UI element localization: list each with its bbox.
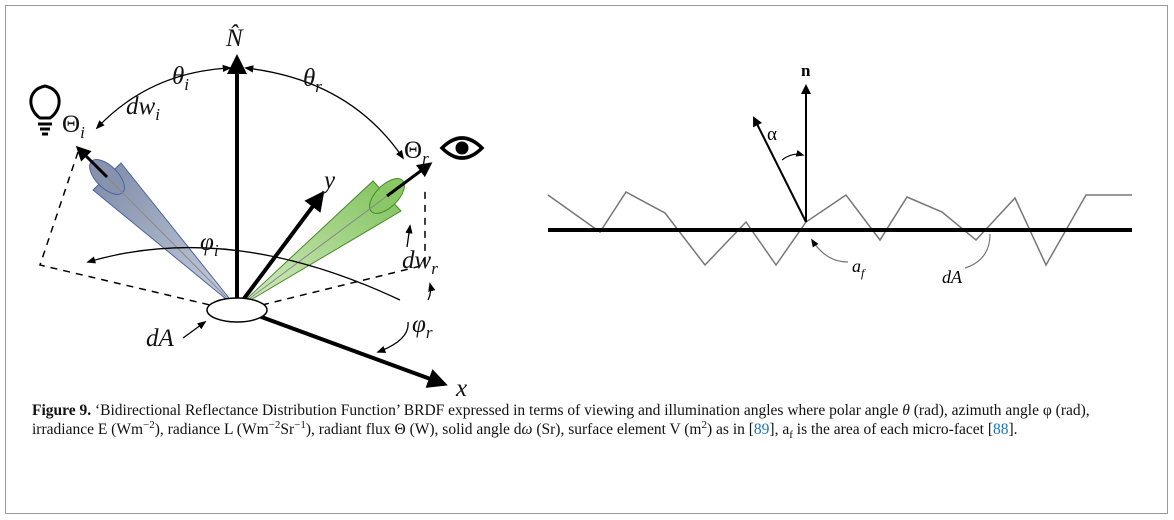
symbol: φ bbox=[200, 229, 214, 256]
theta-r-arc bbox=[244, 65, 405, 160]
caption-text: Sr bbox=[280, 421, 295, 438]
caption-text: ), radiance L (Wm bbox=[154, 421, 269, 438]
caption-text: (rad), azimuth angle φ (rad), irradiance… bbox=[32, 402, 1090, 438]
reflected-arrow bbox=[386, 162, 433, 198]
eye-icon bbox=[439, 136, 485, 160]
phi-r-label: φr bbox=[412, 311, 433, 342]
figure-frame bbox=[5, 5, 1168, 514]
phi-i-arc bbox=[86, 246, 401, 301]
cone-axis bbox=[106, 176, 238, 309]
caption-text: −2 bbox=[143, 418, 155, 431]
caption-text: Figure 9. bbox=[32, 402, 92, 419]
symbol: dw bbox=[402, 247, 432, 274]
caption-text: ‘Bidirectional Reflectance Distribution … bbox=[91, 402, 903, 419]
cone-axis bbox=[236, 195, 388, 309]
theta-r-label: θr bbox=[303, 65, 322, 96]
caption-text: −1 bbox=[294, 418, 306, 431]
subscript: i bbox=[184, 75, 189, 94]
area-label: dA bbox=[146, 325, 175, 352]
normal-label: N̂ bbox=[225, 24, 244, 52]
dw-r-label: dwr bbox=[402, 247, 438, 278]
caption-text: ), radiant flux Θ (W), solid angle d bbox=[305, 421, 522, 438]
symbol: dw bbox=[126, 93, 156, 120]
subscript: r bbox=[422, 149, 429, 168]
caption-text: ) as in [ bbox=[707, 421, 754, 438]
subscript: r bbox=[431, 259, 438, 278]
theta-i-label: θi bbox=[172, 63, 189, 94]
subscript: r bbox=[315, 77, 322, 96]
subscript: r bbox=[426, 323, 433, 342]
caption-text: 2 bbox=[701, 418, 708, 431]
caption-text: (Sr), surface element V (m bbox=[532, 421, 702, 438]
light-icon bbox=[29, 84, 61, 136]
area-pointer bbox=[964, 233, 991, 269]
caption-text: ], a bbox=[769, 421, 790, 438]
figure: N̂ θi θr Θi Θr dwi dwr φi φr y x dA n α … bbox=[29, 24, 1132, 400]
microfacet-diagram bbox=[547, 84, 1132, 269]
y-axis-label: y bbox=[321, 167, 336, 194]
facet-pointer bbox=[811, 238, 849, 263]
symbol: θ bbox=[172, 63, 184, 90]
symbol: a bbox=[852, 256, 861, 276]
x-axis bbox=[236, 306, 448, 388]
dashed-plane bbox=[39, 151, 211, 306]
area-label: dA bbox=[942, 267, 963, 287]
phi-r-arc bbox=[427, 282, 436, 301]
caption-text: ]. bbox=[1008, 421, 1018, 438]
flux-r-label: Θr bbox=[404, 137, 429, 168]
alpha-arc bbox=[781, 149, 805, 161]
caption-text: is the area of each micro-facet [ bbox=[792, 421, 993, 438]
facet-label: af bbox=[852, 256, 866, 280]
rough-surface bbox=[547, 191, 1132, 267]
surface-element bbox=[206, 297, 268, 323]
caption-text: f bbox=[789, 429, 793, 442]
subscript: f bbox=[861, 266, 866, 280]
reference-link[interactable]: 89 bbox=[753, 421, 770, 438]
caption-text: −2 bbox=[268, 418, 281, 431]
dashed-plane bbox=[261, 188, 426, 306]
caption-text: θ bbox=[902, 402, 910, 419]
caption: Figure 9. ‘Bidirectional Reflectance Dis… bbox=[32, 401, 1152, 442]
symbol: θ bbox=[303, 65, 315, 92]
phi-r-arc bbox=[376, 321, 409, 353]
alpha-label: α bbox=[767, 124, 777, 145]
dw-r-pointer bbox=[405, 224, 413, 248]
flux-i-label: Θi bbox=[62, 111, 85, 142]
theta-i-arc bbox=[95, 64, 232, 130]
normal-label: n bbox=[801, 61, 811, 80]
symbol: φ bbox=[412, 311, 426, 338]
y-axis bbox=[235, 190, 325, 310]
area-pointer bbox=[182, 320, 207, 339]
phi-i-label: φi bbox=[200, 229, 219, 260]
incident-arrow bbox=[75, 145, 109, 179]
symbol: Θ bbox=[62, 111, 80, 138]
x-axis-label: x bbox=[455, 375, 467, 400]
caption-text: ω bbox=[521, 421, 533, 438]
symbol: Θ bbox=[404, 137, 422, 164]
facet-normal-arrow bbox=[753, 116, 807, 223]
subscript: i bbox=[155, 105, 160, 124]
subscript: i bbox=[214, 241, 219, 260]
reference-link[interactable]: 88 bbox=[992, 421, 1009, 438]
subscript: i bbox=[80, 123, 85, 142]
brdf-diagram bbox=[29, 54, 485, 388]
dw-i-label: dwi bbox=[126, 93, 160, 124]
